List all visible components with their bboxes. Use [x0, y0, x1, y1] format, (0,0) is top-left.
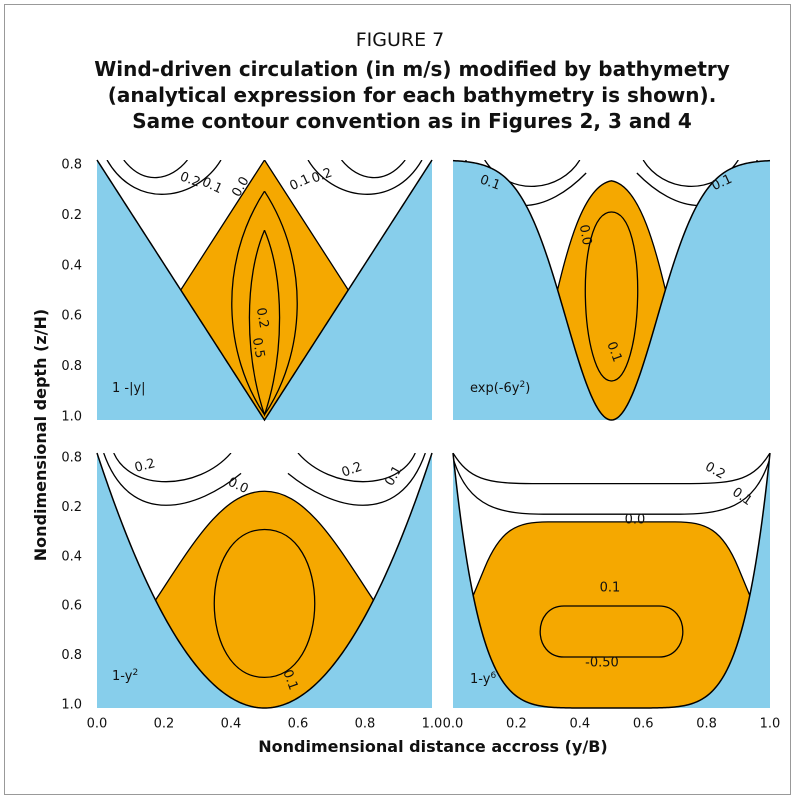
contour-label: 0.5 [249, 337, 267, 360]
contour-line [214, 529, 314, 677]
contour-line [288, 453, 425, 505]
frame [4, 4, 791, 795]
y-tick-label: 0.4 [61, 258, 82, 273]
x-tick-label: 0.4 [569, 717, 590, 732]
panel-label-part: 1-y [470, 672, 491, 687]
contours [107, 160, 422, 420]
panel-label: 1-y2 [112, 668, 138, 684]
x-tick-label: 0.8 [696, 717, 717, 732]
contour-label: 0.2 [253, 307, 271, 330]
contour-label: 0.0 [576, 224, 594, 247]
y-tick-label: 0.8 [61, 359, 82, 374]
contour-label: 0.2 [340, 459, 365, 480]
bathymetry [96, 452, 433, 709]
x-tick-label: 0.4 [221, 717, 242, 732]
contour-line [453, 453, 770, 484]
panel-label-part: 1 -|y| [112, 381, 146, 396]
panel-label-part: 2 [132, 668, 138, 678]
bathymetry [452, 452, 771, 709]
contour-line [342, 160, 406, 178]
y-tick-label: 0.6 [61, 309, 82, 324]
x-tick-label: 0.0 [87, 717, 108, 732]
panel-label: exp(-6y2) [470, 380, 530, 396]
panel-label: 1 -|y| [112, 381, 146, 396]
positive-region [453, 522, 770, 708]
contour-line [232, 191, 297, 415]
contour-label: 0.2 [178, 169, 203, 190]
positive-region [181, 160, 349, 420]
y-axis-label: Nondimensional depth (z/H) [31, 309, 50, 561]
contours [453, 453, 770, 708]
contour-line [540, 606, 683, 657]
contour-label: 0.2 [133, 456, 157, 476]
panel: 0.20.10.00.1-0.501-y6 [452, 452, 771, 709]
contour-label: 0.1 [600, 581, 621, 596]
x-tick-label: 0.6 [288, 717, 309, 732]
y-tick-label: 0.6 [61, 599, 82, 614]
title-line: Wind-driven circulation (in m/s) modifie… [94, 57, 730, 81]
contour-label: 0.0 [625, 513, 646, 528]
scaled [107, 160, 422, 420]
y-tick-label: 1.0 [61, 410, 82, 425]
x-tick-label: 0.6 [633, 717, 654, 732]
contour-label: 0.1 [603, 340, 624, 365]
x-tick-label: 0.2 [154, 717, 175, 732]
title-line: (analytical expression for each bathymet… [108, 83, 717, 107]
panel-label-part: 2 [519, 380, 525, 390]
y-tick-label: 1.0 [61, 698, 82, 713]
contour-label: 0.1 [279, 668, 300, 693]
x-tick-label: 1.0 [760, 717, 781, 732]
figure-number: FIGURE 7 [356, 29, 445, 51]
contour-label: -0.50 [585, 656, 619, 671]
y-tick-label: 0.2 [61, 500, 82, 515]
title-line: Same contour convention as in Figures 2,… [132, 109, 692, 133]
contour-line [124, 160, 188, 178]
x-tick-label: 0.0 [443, 717, 464, 732]
contour-label: 0.1 [478, 172, 503, 193]
panel-label-part: 6 [490, 671, 496, 681]
panel: 0.20.00.2 0.10.11-y2 [96, 452, 433, 709]
y-tick-label: 0.4 [61, 549, 82, 564]
y-tick-label: 0.2 [61, 208, 82, 223]
contour-label: 0.2 [310, 165, 335, 186]
panel-label-part: 1-y [112, 669, 133, 684]
panel-label-part: exp(-6y [470, 381, 520, 396]
contour-line [308, 160, 422, 194]
bathymetry [96, 159, 433, 422]
contour-line [107, 160, 221, 194]
contour-line [298, 453, 415, 482]
y-tick-label: 0.8 [61, 648, 82, 663]
contour-line [585, 212, 637, 381]
contour-line [453, 458, 770, 514]
panel-label: 1-y6 [470, 671, 496, 687]
x-tick-label: 0.8 [355, 717, 376, 732]
contour-line [104, 453, 241, 505]
x-tick-label: 0.2 [506, 717, 527, 732]
y-tick-label: 0.8 [61, 158, 82, 173]
panel: 0.20.1 0.0 0.20.10.20.51 -|y| [96, 159, 433, 422]
x-axis-label: Nondimensional distance accross (y/B) [258, 737, 607, 756]
contour-line [114, 453, 231, 482]
y-tick-label: 0.8 [61, 451, 82, 466]
panel-label-part: ) [525, 381, 530, 396]
bathymetry [452, 159, 771, 421]
x-tick-label: 1.0 [422, 717, 443, 732]
scaled [453, 453, 770, 708]
